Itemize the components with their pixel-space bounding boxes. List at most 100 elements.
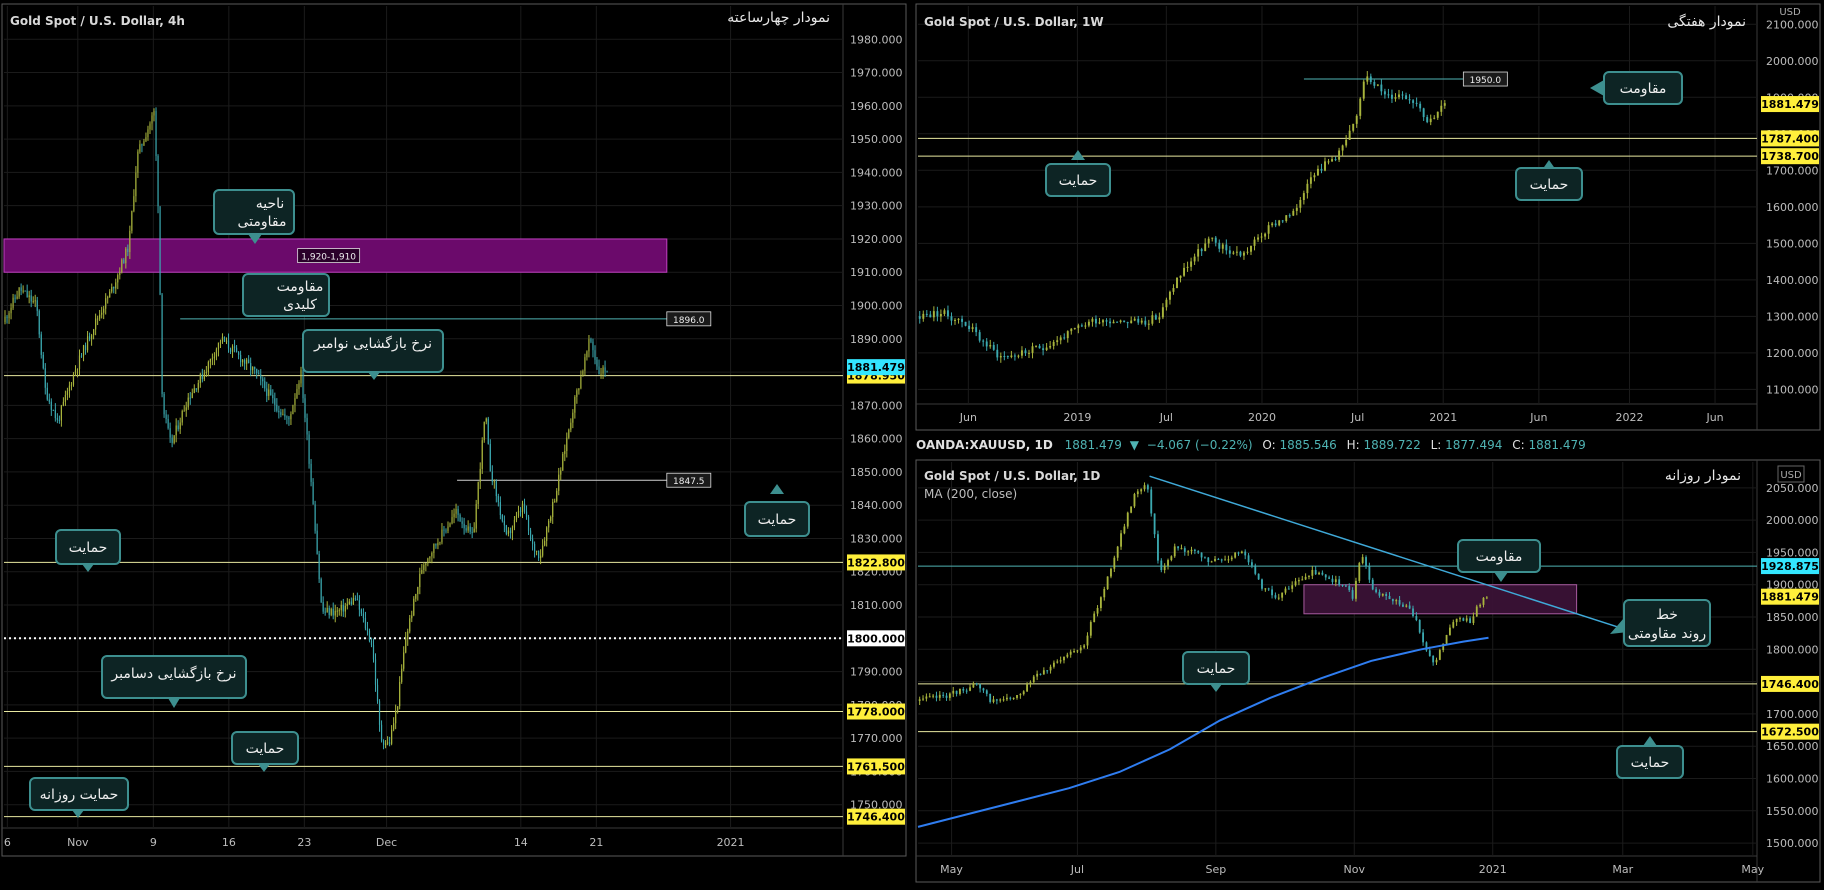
h4-candle-body [368, 630, 371, 642]
d1-y-tick-label: 1800.000 [1766, 643, 1819, 656]
w1-candle-body [1306, 183, 1309, 194]
h4-candle-body [481, 440, 483, 469]
d1-candle-body [1012, 697, 1015, 699]
h4-candle-body [211, 358, 214, 360]
h4-candle-body [99, 314, 101, 319]
w1-candle-body [1140, 320, 1143, 323]
w1-candle-body [1264, 233, 1267, 237]
d1-candle-body [1237, 552, 1240, 554]
w1-candle-body [1426, 117, 1429, 123]
h4-y-tick-label: 1970.000 [850, 67, 903, 80]
h4-candle-body [362, 613, 365, 618]
h4-candle-body [244, 359, 246, 364]
h4-candle-body [403, 652, 405, 669]
w1-candle-body [1394, 97, 1397, 99]
h4-candle-body [14, 297, 16, 299]
d1-candle-body [1371, 579, 1374, 590]
w1-candle-body [1204, 243, 1207, 252]
d1-candle-body [1365, 557, 1367, 567]
w1-candle-body [1020, 350, 1023, 356]
h4-candle-body [425, 563, 427, 566]
d1-candle-body [1287, 588, 1290, 590]
w1-candle-body [1154, 315, 1157, 320]
h4-candle-body [318, 553, 320, 580]
d1-candle-body [1116, 546, 1119, 558]
h4-candle-body [264, 381, 266, 389]
callout-daily-support-2: حمایت [1616, 736, 1684, 779]
d1-candle-body [1271, 589, 1273, 596]
d1-x-tick-label: Sep [1205, 863, 1226, 876]
h4-candle-body [395, 710, 397, 724]
resistance-zone-tag-box [297, 248, 361, 263]
h4-candle-body [372, 644, 375, 660]
h4-candle-body [314, 504, 316, 531]
w1-candle-body [1334, 159, 1337, 161]
d1-candle-body [1391, 599, 1394, 602]
h4-candle-body [344, 605, 346, 612]
level-tag-1950.0: 1950.0 [1470, 76, 1502, 86]
d1-candle-body [925, 696, 928, 699]
chart-1w-currency: USD [1779, 7, 1801, 18]
callout-daily-support: حمایت روزانه [29, 777, 129, 818]
w1-candle-body [1151, 315, 1154, 324]
h4-candle-body [515, 515, 518, 520]
h4-candle-body [191, 393, 193, 399]
d1-candle-body [1066, 654, 1069, 657]
h4-candle-body [370, 641, 373, 645]
level-tag-box-1847.5 [666, 472, 712, 488]
h4-candle-body [207, 361, 209, 372]
w1-x-tick-label: Jul [1159, 411, 1173, 424]
d1-candle-body [938, 694, 941, 698]
h4-candle-body [42, 354, 44, 369]
symbol-header-text: OANDA:XAUUSD, 1D 1881.479 ▼ −4.067 (−0.2… [916, 438, 1586, 452]
d1-y-tick-label: 1900.000 [1766, 579, 1819, 592]
w1-candle-body [1144, 320, 1147, 325]
d1-candle-body [1257, 573, 1260, 580]
d1-candle-body [1351, 590, 1354, 599]
h4-y-tick-label: 1860.000 [850, 433, 903, 446]
d1-candle-body [1261, 579, 1263, 589]
h4-candle-body [497, 496, 499, 503]
w1-candle-body [1232, 252, 1235, 254]
w1-candle-body [1380, 84, 1383, 92]
d1-candle-body [1264, 588, 1267, 590]
d1-candle-body [1073, 651, 1075, 653]
h4-candle-body [501, 515, 503, 521]
d1-candle-body [1130, 506, 1133, 513]
d1-x-tick-label: May [1741, 863, 1764, 876]
d1-x-tick-label: Nov [1344, 863, 1366, 876]
h4-candle-body [350, 601, 352, 605]
h4-candle-body [407, 631, 409, 640]
w1-candle-body [1383, 91, 1386, 95]
w1-candle-body [1077, 325, 1080, 328]
h4-candle-body [237, 352, 240, 355]
d1-candle-body [945, 695, 948, 698]
h4-candle-body [332, 608, 334, 616]
h4-candle-body [376, 684, 379, 702]
h4-candle-body [483, 421, 485, 441]
h4-candle-body [221, 336, 224, 342]
h4-candle-body [88, 336, 91, 340]
chart-1w[interactable]: 1950.0 1100.000 1200.000 1300.000 1400.000 1… [915, 3, 1821, 431]
w1-candle-body [1429, 118, 1432, 123]
h4-candle-body [431, 552, 433, 557]
h4-candle-body [64, 395, 67, 402]
h4-candle-body [93, 329, 95, 336]
w1-y-tick-label: 2100.000 [1766, 18, 1819, 31]
h4-x-tick-label: 14 [514, 836, 528, 849]
chart-1d-panel-title: نمودار روزانه [1665, 468, 1741, 484]
d1-candle-body [1183, 548, 1186, 552]
chart-1d[interactable]: 1500.000 1550.000 1600.000 1650.000 1700.000… [915, 459, 1821, 883]
h4-candle-body [596, 359, 598, 367]
h4-candle-body [231, 346, 234, 352]
h4-candle-body [213, 356, 216, 359]
d1-candle-body [1217, 559, 1220, 561]
h4-candle-body [455, 508, 457, 514]
header-c-label: C: [1512, 438, 1524, 452]
price-tag-box-1738.700 [1761, 148, 1819, 165]
h4-candle-body [84, 345, 87, 351]
h4-candle-body [535, 550, 538, 552]
w1-candle-body [1059, 337, 1062, 341]
callout-weekly-resistance: مقاومت [1590, 71, 1683, 105]
